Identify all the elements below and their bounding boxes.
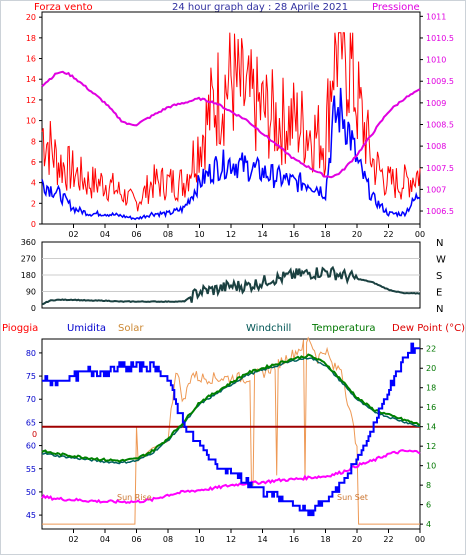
wind-average-line bbox=[41, 87, 421, 221]
rain-value-label: 0 bbox=[32, 430, 37, 439]
humidity-line bbox=[42, 342, 420, 517]
p3-y-right-tick-label: 8 bbox=[426, 481, 431, 490]
dew-point-line bbox=[41, 449, 421, 505]
p2-y-left-tick-label: 270 bbox=[21, 255, 36, 264]
p3-y-left-tick-label: 70 bbox=[26, 395, 36, 404]
windchill-label: Windchill bbox=[246, 323, 291, 334]
wind-speed-label: Forza vento bbox=[34, 2, 93, 13]
p1-y-left-tick-label: 2 bbox=[31, 199, 36, 208]
p1-y-right-tick-label: 1010 bbox=[426, 56, 446, 65]
p2-compass-label: N bbox=[436, 238, 443, 249]
p1-y-left-tick-label: 0 bbox=[31, 220, 36, 229]
p2-y-left-tick-label: 360 bbox=[21, 238, 36, 247]
p1-y-right-tick-label: 1011 bbox=[426, 12, 446, 21]
p2-compass-label: S bbox=[436, 271, 442, 282]
p3-y-right-tick-label: 20 bbox=[426, 364, 436, 373]
p3-y-left-tick-label: 80 bbox=[26, 349, 36, 358]
windchill-line bbox=[41, 356, 421, 465]
temperature-label: Temperatura bbox=[311, 323, 376, 334]
sunset-annotation: Sun Set bbox=[337, 493, 368, 502]
p1-x-tick-label: 14 bbox=[257, 230, 267, 239]
p3-x-tick-label: 08 bbox=[163, 535, 173, 544]
p1-y-right-tick-label: 1008.5 bbox=[426, 120, 454, 129]
wind-pressure-chart: 02 04 06 08 10 12 14 16 18 20 22 000246810121416182… bbox=[26, 11, 454, 239]
p1-y-left-tick-label: 4 bbox=[31, 179, 36, 188]
p1-y-left-tick-label: 18 bbox=[26, 34, 36, 43]
p3-x-tick-label: 02 bbox=[68, 535, 78, 544]
wind-gust-line bbox=[41, 32, 421, 212]
p3-x-tick-label: 14 bbox=[257, 535, 267, 544]
p3-y-right-tick-label: 6 bbox=[426, 501, 431, 510]
wind-direction-line bbox=[41, 265, 421, 306]
p1-y-left-tick-label: 10 bbox=[26, 117, 36, 126]
p2-y-left-tick-label: 180 bbox=[21, 271, 36, 280]
p1-x-tick-label: 16 bbox=[289, 230, 299, 239]
p2-compass-label: W bbox=[436, 255, 446, 266]
p1-x-tick-label: 12 bbox=[226, 230, 236, 239]
temperature-humidity-chart: 02 04 06 08 10 12 14 16 18 20 22 004550556065707580… bbox=[26, 336, 436, 544]
p1-y-left-tick-label: 12 bbox=[26, 96, 36, 105]
p3-x-tick-label: 18 bbox=[320, 535, 330, 544]
p1-y-left-tick-label: 16 bbox=[26, 55, 36, 64]
p1-y-right-tick-label: 1009.5 bbox=[426, 77, 454, 86]
p1-y-right-tick-label: 1007 bbox=[426, 185, 446, 194]
p2-y-left-tick-label: 90 bbox=[26, 288, 36, 297]
humidity-label: Umidita bbox=[67, 323, 106, 334]
p3-x-tick-label: 22 bbox=[383, 535, 393, 544]
p3-x-tick-label: 10 bbox=[194, 535, 204, 544]
p1-x-tick-label: 18 bbox=[320, 230, 330, 239]
p3-y-left-tick-label: 55 bbox=[26, 465, 36, 474]
p1-x-tick-label: 04 bbox=[100, 230, 110, 239]
p3-y-right-tick-label: 14 bbox=[426, 423, 436, 432]
sunrise-annotation: Sun Rise bbox=[117, 493, 152, 502]
p1-x-tick-label: 20 bbox=[352, 230, 362, 239]
graph-title: 24 hour graph day : 28 Aprile 2021 bbox=[172, 2, 348, 13]
p1-y-right-tick-label: 1008 bbox=[426, 142, 446, 151]
p1-x-tick-label: 10 bbox=[194, 230, 204, 239]
p3-y-left-tick-label: 50 bbox=[26, 488, 36, 497]
p1-plot-area bbox=[41, 11, 421, 225]
p1-x-tick-label: 06 bbox=[131, 230, 141, 239]
p3-y-right-tick-label: 10 bbox=[426, 462, 436, 471]
solar-line bbox=[42, 336, 420, 525]
p3-x-tick-label: 06 bbox=[131, 535, 141, 544]
p3-x-tick-label: 00 bbox=[415, 535, 425, 544]
p1-y-right-tick-label: 1010.5 bbox=[426, 34, 454, 43]
wind-direction-chart: 0 N 90 E 180 S 270 W 360 N bbox=[21, 238, 446, 315]
p1-x-tick-label: 08 bbox=[163, 230, 173, 239]
p3-x-tick-label: 16 bbox=[289, 535, 299, 544]
p3-y-left-tick-label: 45 bbox=[26, 511, 36, 520]
p3-y-right-tick-label: 18 bbox=[426, 384, 436, 393]
p3-y-left-tick-label: 65 bbox=[26, 418, 36, 427]
pressure-label: Pressione bbox=[372, 2, 420, 13]
p1-y-left-tick-label: 20 bbox=[26, 13, 36, 22]
p1-x-tick-label: 02 bbox=[68, 230, 78, 239]
p3-y-left-tick-label: 75 bbox=[26, 372, 36, 381]
p3-x-tick-label: 12 bbox=[226, 535, 236, 544]
p3-y-right-tick-label: 12 bbox=[426, 442, 436, 451]
p3-y-right-tick-label: 4 bbox=[426, 520, 431, 529]
p1-y-left-tick-label: 8 bbox=[31, 137, 36, 146]
temperature-line bbox=[41, 353, 421, 463]
p1-y-right-tick-label: 1007.5 bbox=[426, 164, 454, 173]
p3-y-right-tick-label: 16 bbox=[426, 403, 436, 412]
pressure-line bbox=[41, 70, 421, 179]
p3-x-tick-label: 04 bbox=[100, 535, 110, 544]
p1-y-right-tick-label: 1009 bbox=[426, 99, 446, 108]
solar-label: Solar bbox=[118, 323, 144, 334]
rain-label: Pioggia bbox=[2, 323, 38, 334]
p1-y-left-tick-label: 6 bbox=[31, 158, 36, 167]
p2-y-left-tick-label: 0 bbox=[31, 304, 36, 313]
p3-x-tick-label: 20 bbox=[352, 535, 362, 544]
p1-y-right-tick-label: 1006.5 bbox=[426, 207, 454, 216]
dew-point-label: Dew Point (°C) bbox=[392, 323, 465, 334]
p3-y-left-tick-label: 60 bbox=[26, 442, 36, 451]
p2-compass-label: N bbox=[436, 304, 443, 315]
p1-y-left-tick-label: 14 bbox=[26, 75, 36, 84]
p1-x-tick-label: 00 bbox=[415, 230, 425, 239]
p1-x-tick-label: 22 bbox=[383, 230, 393, 239]
p3-y-right-tick-label: 22 bbox=[426, 345, 436, 354]
p2-compass-label: E bbox=[436, 288, 442, 299]
